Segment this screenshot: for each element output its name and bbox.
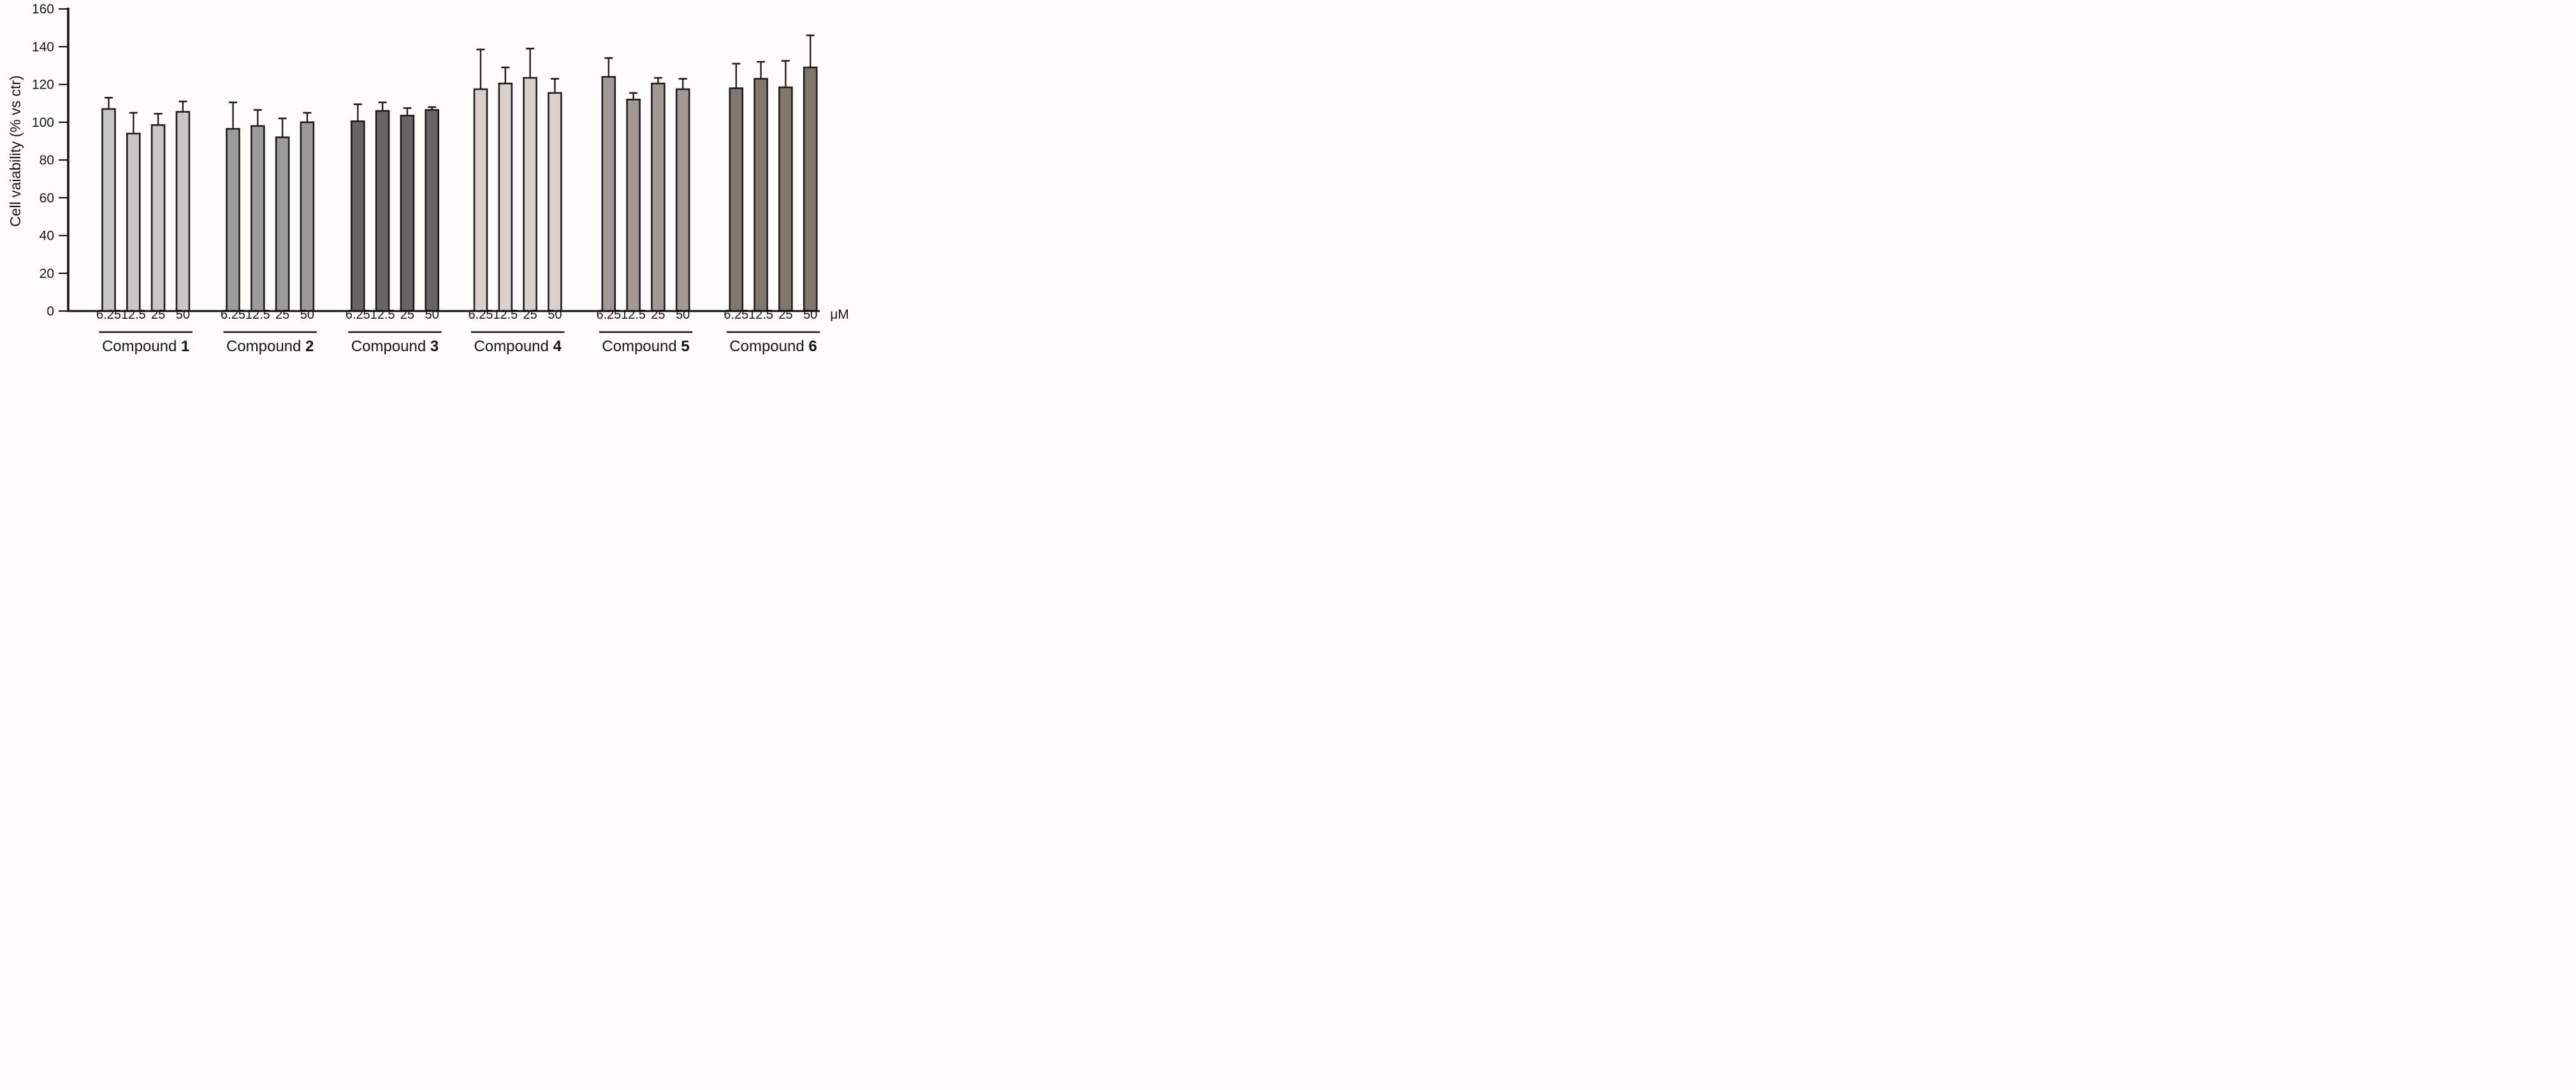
group-label: Compound 3 [351, 338, 439, 355]
group-label: Compound 1 [102, 338, 189, 355]
x-tick-label: 6.25 [596, 308, 621, 322]
group-label: Compound 2 [226, 338, 314, 355]
y-tick-label: 120 [32, 78, 54, 92]
bar-compound3-25 [400, 115, 415, 312]
x-tick-label: 50 [300, 308, 314, 322]
x-tick-label: 50 [548, 308, 562, 322]
bar-compound6-12.5 [753, 78, 768, 312]
group-label: Compound 5 [602, 338, 689, 355]
bar-compound2-6.25 [226, 127, 240, 312]
x-tick-label: 25 [400, 308, 414, 322]
y-tick-label: 0 [47, 304, 54, 319]
x-axis-unit-label: μM [830, 307, 849, 322]
x-tick-label: 12.5 [493, 308, 518, 322]
bar-compound4-6.25 [473, 88, 488, 312]
bar-compound3-50 [425, 109, 440, 312]
x-tick-label: 25 [778, 308, 792, 322]
bar-compound6-6.25 [729, 87, 744, 312]
bar-compound4-50 [548, 92, 562, 312]
bar-compound5-12.5 [626, 98, 641, 312]
x-tick-label: 25 [523, 308, 537, 322]
group-label: Compound 6 [729, 338, 817, 355]
bar-compound3-12.5 [375, 110, 390, 312]
viability-bar-chart: Cell vaiability (% vs ctr) μM 6.25 12.5 25… [7, 2, 849, 355]
y-tick-label: 100 [32, 115, 54, 130]
x-tick-label: 6.25 [469, 308, 493, 322]
x-tick-label: 50 [676, 308, 690, 322]
x-tick-label: 6.25 [724, 308, 748, 322]
bar-compound6-50 [803, 66, 818, 312]
y-tick-label: 160 [32, 2, 54, 17]
bar-compound1-12.5 [126, 133, 141, 312]
figure-cell-viability: Cell vaiability (% vs ctr) μM 6.25 12.5 25… [0, 0, 859, 363]
x-tick-label: 25 [651, 308, 665, 322]
bar-compound2-50 [300, 121, 315, 312]
x-tick-label: 12.5 [121, 308, 146, 322]
x-tick-label: 25 [151, 308, 165, 322]
x-tick-label: 12.5 [621, 308, 646, 322]
bar-compound1-25 [150, 124, 166, 312]
x-tick-label: 12.5 [370, 308, 395, 322]
x-tick-label: 12.5 [748, 308, 773, 322]
group-label: Compound 4 [474, 338, 562, 355]
x-tick-label: 6.25 [96, 308, 121, 322]
x-tick-label: 50 [425, 308, 439, 322]
bar-compound1-6.25 [101, 108, 116, 312]
y-tick-label: 40 [40, 229, 54, 243]
bar-compound5-6.25 [601, 76, 616, 312]
bar-compound2-12.5 [250, 125, 265, 312]
x-tick-label: 12.5 [245, 308, 270, 322]
y-tick-label: 140 [32, 40, 54, 54]
x-tick-label: 50 [176, 308, 190, 322]
bar-compound3-6.25 [350, 120, 365, 312]
bar-compound4-25 [523, 76, 537, 312]
bar-compound1-50 [175, 111, 191, 312]
x-tick-label: 6.25 [346, 308, 370, 322]
bar-compound5-25 [651, 82, 666, 312]
x-tick-label: 50 [803, 308, 817, 322]
bar-compound6-25 [778, 86, 793, 312]
y-tick-label: 80 [40, 153, 54, 168]
bar-compound5-50 [675, 88, 690, 312]
x-tick-label: 25 [275, 308, 289, 322]
bar-compound2-25 [275, 136, 290, 312]
bar-compound4-12.5 [498, 82, 513, 312]
x-tick-label: 6.25 [221, 308, 245, 322]
y-tick-label: 20 [40, 266, 54, 281]
y-tick-label: 60 [40, 191, 54, 205]
y-axis-title: Cell vaiability (% vs ctr) [7, 75, 24, 227]
